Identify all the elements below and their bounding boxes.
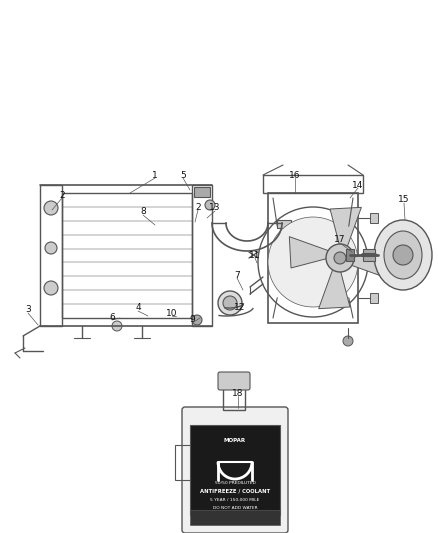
Text: 18: 18 [232,389,244,398]
Circle shape [218,291,242,315]
Text: 4: 4 [135,303,141,312]
Text: DO NOT ADD WATER: DO NOT ADD WATER [213,506,257,510]
Text: 11: 11 [249,251,261,260]
Circle shape [223,296,237,310]
Bar [194,187,210,197]
Circle shape [334,252,346,264]
Text: 10: 10 [166,309,178,318]
Polygon shape [318,266,350,309]
Text: 15: 15 [398,196,410,205]
Text: 8: 8 [140,207,146,216]
Text: 9: 9 [189,316,195,325]
Bar [370,213,378,223]
Bar [192,185,212,326]
Bar [223,388,245,410]
FancyBboxPatch shape [218,372,250,390]
Circle shape [44,281,58,295]
Text: 6: 6 [109,312,115,321]
Text: 13: 13 [209,204,221,213]
Bar [263,175,363,193]
Polygon shape [290,237,332,268]
Text: 12: 12 [234,303,246,312]
Text: MOPAR: MOPAR [224,438,246,442]
Bar [363,249,375,261]
Circle shape [192,315,202,325]
Text: 7: 7 [234,271,240,279]
Ellipse shape [384,231,422,279]
Circle shape [44,201,58,215]
FancyBboxPatch shape [182,407,288,533]
Text: ANTIFREEZE / COOLANT: ANTIFREEZE / COOLANT [200,489,270,494]
Bar [190,510,280,525]
Bar [62,193,192,318]
Circle shape [268,217,358,307]
Text: 2: 2 [195,203,201,212]
Ellipse shape [374,220,432,290]
Text: 50/50 PREDILUTED: 50/50 PREDILUTED [215,481,255,485]
Circle shape [112,321,122,331]
Text: 17: 17 [334,236,346,245]
Bar [190,425,280,515]
Polygon shape [348,248,391,279]
Circle shape [326,244,354,272]
Text: 5 YEAR / 150,000 MILE: 5 YEAR / 150,000 MILE [210,498,260,502]
Text: 5: 5 [180,171,186,180]
Text: 14: 14 [352,181,364,190]
Text: 3: 3 [25,305,31,314]
Bar [268,193,358,323]
Circle shape [343,336,353,346]
Text: 16: 16 [289,171,301,180]
Bar [277,220,291,228]
Bar [370,293,378,303]
Circle shape [205,200,215,210]
Polygon shape [330,207,361,250]
Text: 1: 1 [152,171,158,180]
Circle shape [393,245,413,265]
Text: 2: 2 [59,190,65,199]
Bar [346,249,354,261]
Circle shape [45,242,57,254]
Bar [40,185,62,326]
